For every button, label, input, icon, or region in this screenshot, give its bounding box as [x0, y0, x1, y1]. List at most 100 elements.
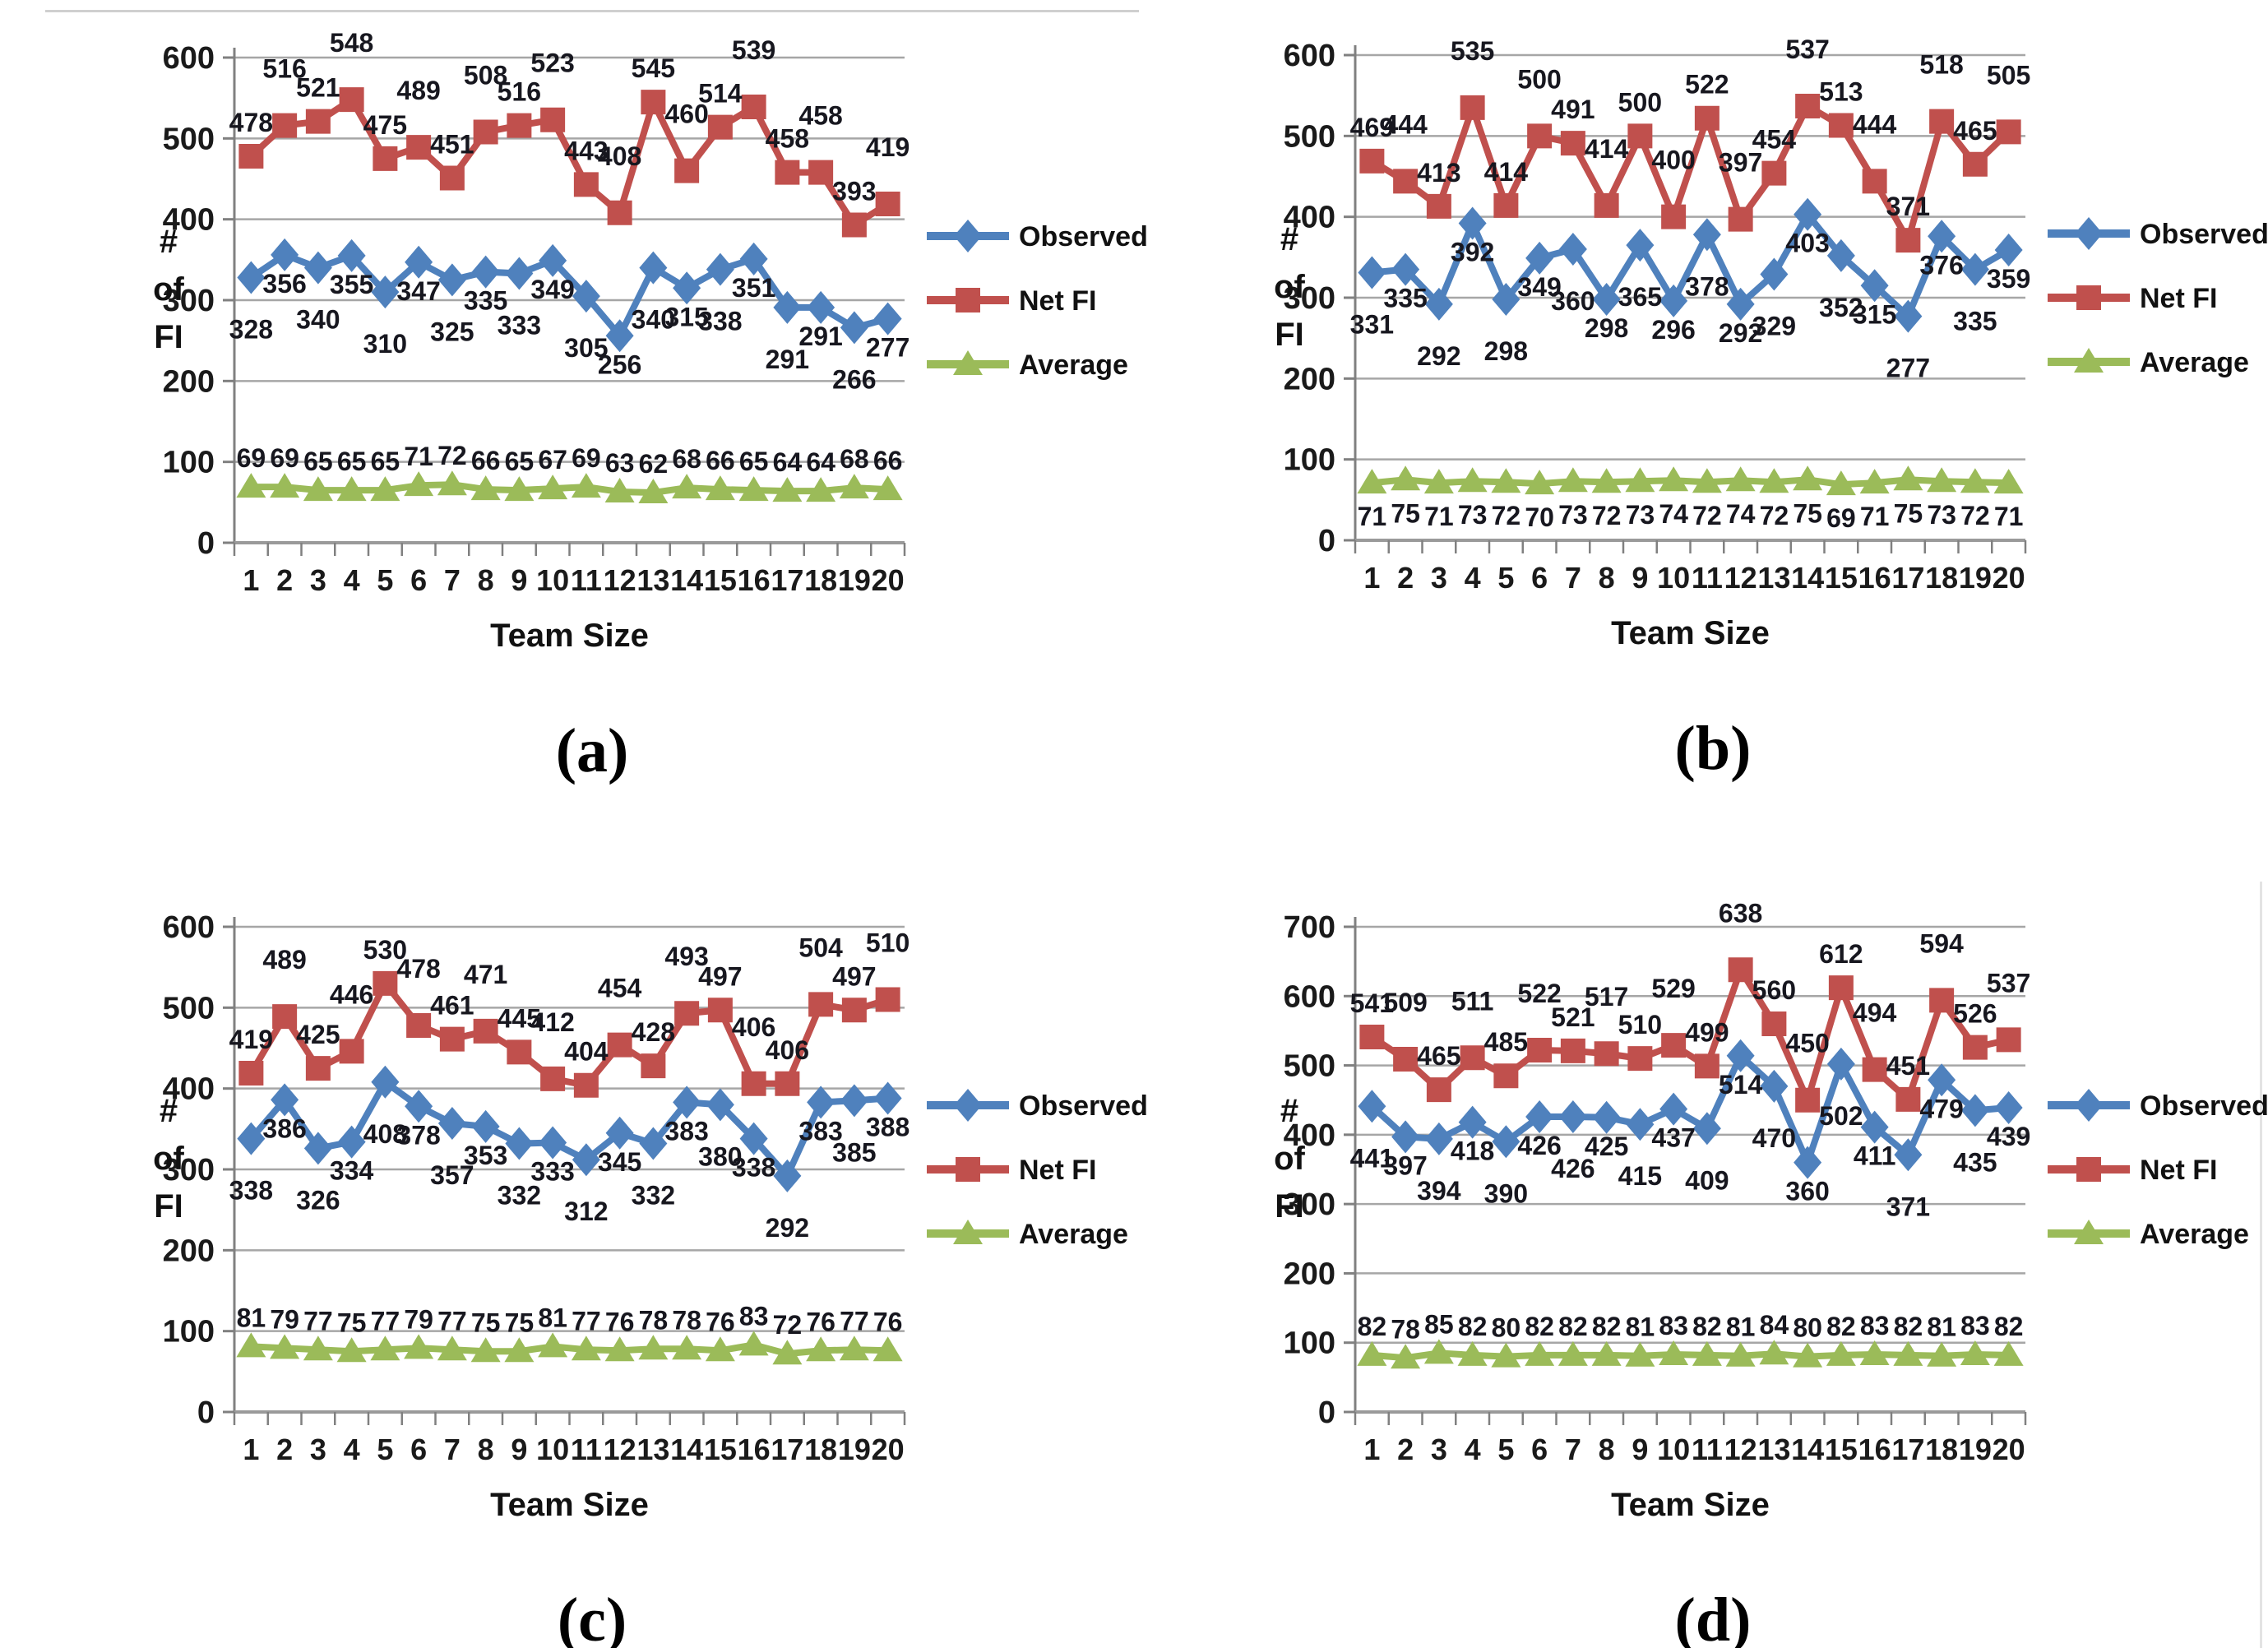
x-tick-label: 6: [410, 1433, 427, 1466]
marker-net-fi: [1962, 151, 1988, 177]
legend-item-average: Average: [927, 350, 1128, 381]
marker-average: [1993, 1340, 2024, 1366]
marker-net-fi: [540, 107, 566, 132]
marker-observed: [673, 1086, 701, 1119]
y-tick-label: 400: [163, 203, 215, 238]
data-label: 277: [1886, 354, 1930, 383]
data-label: 518: [1919, 50, 1963, 80]
data-label: 75: [471, 1308, 501, 1337]
legend-label: Average: [2140, 1219, 2249, 1250]
data-label: 65: [337, 447, 367, 476]
data-label: 465: [1417, 1041, 1460, 1071]
data-label: 78: [672, 1305, 701, 1335]
marker-observed: [371, 275, 400, 309]
data-label: 277: [866, 333, 910, 363]
data-label: 65: [303, 447, 333, 476]
data-label: 291: [766, 345, 809, 374]
marker-observed: [1391, 252, 1420, 286]
series-observed: 3313352923922983493602983652963782923294…: [1350, 197, 2030, 383]
y-axis-title: of: [1274, 269, 1305, 305]
data-label: 530: [363, 935, 407, 965]
marker-observed: [639, 1127, 668, 1160]
marker-observed: [1692, 1112, 1721, 1146]
data-label: 72: [1692, 501, 1722, 530]
data-label: 386: [262, 1113, 306, 1143]
data-label: 478: [229, 108, 273, 137]
data-label: 65: [739, 447, 769, 476]
marker-average: [1625, 1341, 1655, 1367]
series-net-fi: 4785165215484754894515085165234434085454…: [229, 28, 910, 238]
y-axis-title: #: [160, 224, 178, 260]
marker-observed: [840, 1084, 868, 1118]
x-tick-label: 19: [838, 563, 871, 597]
data-label: 419: [866, 132, 910, 162]
data-label: 73: [1558, 500, 1588, 530]
data-label: 548: [330, 28, 373, 58]
data-label: 451: [430, 130, 474, 160]
marker-net-fi: [775, 160, 800, 185]
legend-item-average: Average: [927, 1219, 1128, 1250]
marker-net-fi: [707, 114, 733, 140]
marker-average: [1659, 1340, 1689, 1366]
marker-average: [1826, 470, 1856, 496]
data-label: 392: [1451, 238, 1494, 267]
y-axis-title: FI: [1275, 1188, 1304, 1224]
marker-average: [1859, 469, 1890, 494]
data-label: 516: [262, 54, 306, 84]
y-axis-title: FI: [154, 319, 183, 355]
x-tick-label: 6: [1531, 1433, 1548, 1466]
marker-observed: [271, 1083, 299, 1117]
marker-average: [538, 1332, 568, 1358]
legend-label: Average: [1019, 350, 1128, 381]
data-label: 471: [464, 960, 507, 989]
data-label: 72: [773, 1310, 803, 1340]
data-label: 394: [1417, 1176, 1461, 1206]
data-label: 73: [1458, 500, 1488, 530]
data-label: 414: [1484, 157, 1529, 187]
y-axis-title: of: [153, 271, 184, 308]
x-tick-label: 7: [444, 1433, 461, 1466]
data-label: 511: [1451, 986, 1494, 1016]
x-tick-label: 13: [636, 1433, 669, 1466]
marker-net-fi: [573, 172, 599, 197]
y-tick-label: 0: [1318, 1396, 1335, 1430]
panel-c: 0 100 200 300 400 500 600 1 2 3 4 5 6 7 8 9 10 11 12 13 14 15…: [45, 882, 1148, 1648]
data-label: 478: [396, 954, 440, 984]
marker-average: [1993, 469, 2024, 494]
marker-net-fi: [1359, 148, 1385, 174]
data-label: 77: [840, 1306, 869, 1336]
marker-average: [672, 474, 702, 499]
data-label: 521: [1551, 1002, 1595, 1032]
data-label: 537: [1987, 968, 2030, 998]
marker-observed: [1492, 282, 1520, 316]
marker-net-fi: [439, 165, 465, 191]
x-tick-label: 6: [1531, 561, 1548, 595]
data-label: 612: [1819, 939, 1863, 969]
marker-average: [270, 1334, 300, 1359]
marker-observed: [1860, 1110, 1889, 1144]
x-tick-label: 2: [276, 1433, 293, 1466]
marker-net-fi: [607, 1032, 632, 1058]
x-tick-label: 6: [410, 563, 427, 597]
data-label: 443: [564, 136, 608, 165]
marker-observed: [739, 242, 768, 275]
marker-average: [1591, 468, 1622, 493]
data-label: 69: [237, 443, 266, 473]
x-axis-title: Team Size: [1611, 615, 1770, 651]
marker-observed: [605, 1116, 634, 1150]
x-tick-label: 20: [1993, 1433, 2025, 1466]
marker-net-fi: [1795, 1087, 1821, 1113]
data-label: 445: [498, 1003, 541, 1033]
marker-observed: [873, 1081, 902, 1115]
x-tick-label: 8: [478, 563, 494, 597]
data-label: 298: [1484, 336, 1528, 366]
data-label: 69: [1826, 503, 1856, 533]
data-label: 76: [806, 1307, 835, 1336]
data-label: 75: [505, 1308, 535, 1337]
data-label: 76: [706, 1307, 735, 1336]
data-label: 470: [1752, 1123, 1796, 1153]
marker-average: [1927, 1341, 1957, 1367]
y-tick-label: 600: [163, 910, 215, 945]
x-tick-label: 7: [444, 563, 461, 597]
marker-net-fi: [1996, 1027, 2021, 1053]
